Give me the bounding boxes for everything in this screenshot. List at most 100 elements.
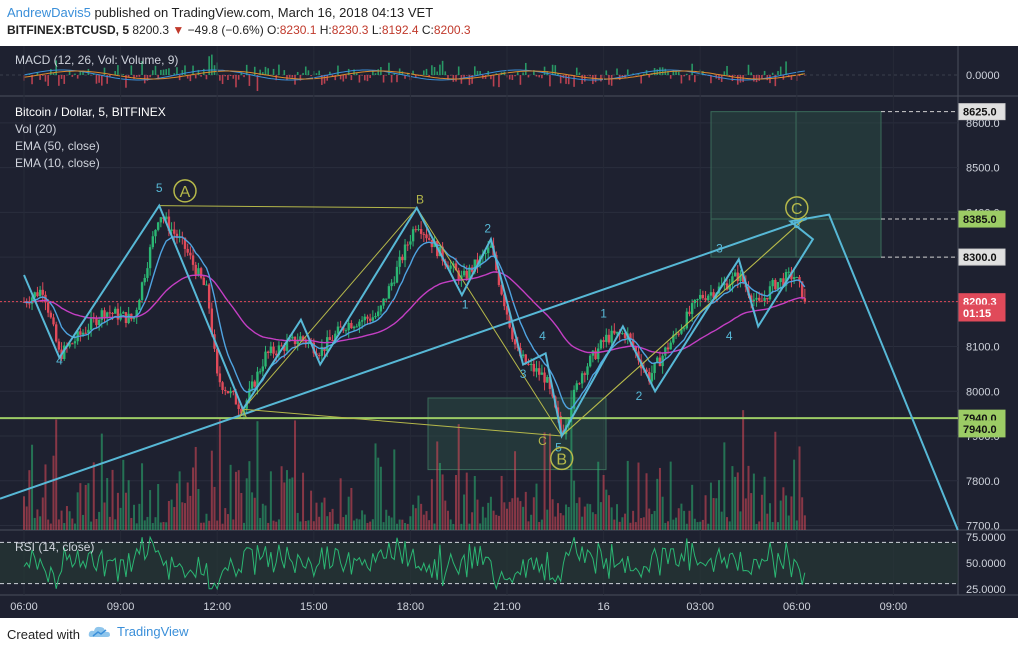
- volume-bar: [291, 477, 294, 530]
- volume-bar: [787, 515, 790, 530]
- macd-histogram-bar: [211, 54, 213, 75]
- macd-histogram-bar: [243, 75, 245, 78]
- volume-bar: [283, 482, 286, 530]
- candle-body: [248, 388, 251, 401]
- macd-histogram-bar: [275, 75, 278, 81]
- volume-bar: [87, 483, 90, 530]
- candle-body: [156, 222, 160, 230]
- macd-histogram-bar: [240, 72, 243, 75]
- volume-bar: [669, 461, 672, 530]
- volume-bar: [39, 516, 42, 530]
- macd-histogram-bar: [710, 75, 712, 84]
- macd-histogram-bar: [92, 73, 95, 75]
- volume-bar: [379, 466, 382, 530]
- candle-body: [114, 308, 117, 314]
- volume-bar: [116, 492, 119, 530]
- tradingview-link[interactable]: TradingView: [88, 624, 189, 639]
- candle-body: [63, 345, 66, 360]
- volume-bar: [33, 517, 36, 530]
- volume-bar: [189, 495, 192, 530]
- macd-histogram-bar: [200, 75, 202, 77]
- candle-body: [427, 238, 431, 240]
- candle-body: [760, 300, 764, 302]
- volume-bar: [294, 420, 297, 530]
- ema-lines: [23, 236, 806, 410]
- price-tag-box: [958, 103, 1006, 121]
- volume-bar: [500, 475, 503, 530]
- volume-bar: [798, 446, 801, 530]
- macd-histogram-bar: [401, 71, 404, 75]
- macd-histogram-bar: [39, 75, 41, 80]
- macd-histogram-bar: [779, 66, 782, 75]
- candle-body: [441, 246, 444, 261]
- candle-body: [540, 372, 544, 375]
- macd-histogram-bar: [347, 68, 350, 75]
- candle-body: [752, 299, 756, 302]
- macd-histogram-bar: [227, 75, 229, 80]
- volume-bar: [742, 410, 745, 530]
- macd-histogram-bar: [369, 75, 371, 79]
- volume-bar: [739, 511, 742, 530]
- candle-body: [409, 241, 412, 245]
- candle-body: [605, 334, 608, 342]
- candle-body: [521, 354, 525, 357]
- candle-body: [266, 351, 270, 354]
- author-link[interactable]: AndrewDavis5: [7, 5, 91, 20]
- macd-histogram-bar: [192, 65, 194, 75]
- volume-bar: [377, 457, 380, 530]
- volume-bar: [602, 474, 605, 530]
- volume-bar: [693, 518, 696, 530]
- candle-body: [52, 317, 55, 325]
- macd-histogram-bar: [557, 73, 559, 75]
- volume-bar: [151, 523, 154, 530]
- candle-body: [264, 351, 267, 367]
- macd-histogram-bar: [659, 67, 661, 75]
- volume-bar: [350, 487, 353, 530]
- rsi-tick-label: 75.0000: [966, 532, 1006, 544]
- macd-histogram-bar: [589, 75, 591, 77]
- volume-bar: [650, 514, 653, 530]
- volume-bar: [82, 514, 85, 530]
- candle-body: [382, 298, 385, 306]
- volume-bar: [395, 523, 398, 530]
- macd-histogram-bar: [232, 75, 235, 79]
- volume-bar: [401, 519, 404, 530]
- candle-body: [468, 267, 471, 279]
- candle-body: [379, 305, 383, 312]
- macd-histogram-bar: [753, 75, 755, 82]
- macd-histogram-bar: [578, 72, 581, 75]
- rsi-line: [23, 535, 806, 591]
- volume-bar: [186, 482, 189, 530]
- volume-bar: [634, 522, 637, 530]
- macd-histogram-bar: [533, 70, 535, 75]
- macd-histogram-bar: [221, 75, 224, 85]
- volume-bar: [232, 519, 235, 530]
- macd-histogram-bar: [388, 62, 390, 75]
- target-box-lower: [427, 397, 607, 471]
- candle-body: [224, 389, 227, 392]
- target-boxes: [427, 111, 958, 471]
- macd-histogram-bar: [669, 75, 672, 79]
- candle-body: [487, 247, 490, 254]
- candle-body: [146, 268, 149, 278]
- macd-histogram-bar: [372, 70, 374, 75]
- candle-body: [250, 381, 254, 389]
- volume-bar: [52, 455, 55, 530]
- macd-histogram-bar: [551, 64, 554, 75]
- candle-body: [108, 312, 112, 314]
- macd-histogram-bar: [382, 75, 385, 83]
- macd-histogram-bar: [208, 56, 210, 75]
- volume-bar: [358, 519, 361, 530]
- volume-bar: [465, 472, 468, 530]
- candle-body: [739, 273, 742, 282]
- volume-bar: [216, 520, 219, 530]
- price-tag-box: [958, 420, 1006, 438]
- candle-body: [360, 320, 364, 322]
- candle-body: [484, 253, 487, 255]
- price-tag-label: 8625.0: [963, 107, 997, 119]
- volume-bar: [312, 521, 315, 530]
- candle-body: [159, 217, 163, 223]
- volume-bar: [734, 476, 737, 530]
